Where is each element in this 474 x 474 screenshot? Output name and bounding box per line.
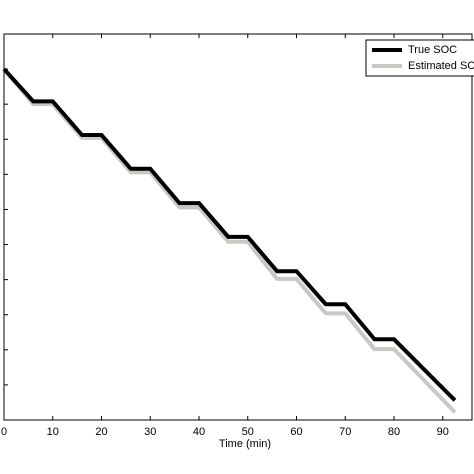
x-tick-label: 20: [95, 426, 107, 438]
x-axis-label: Time (min): [219, 438, 271, 450]
legend-box: [365, 39, 474, 77]
x-tick-label: 30: [144, 426, 156, 438]
x-tick-label: 80: [388, 426, 400, 438]
x-tick-label: 60: [290, 426, 302, 438]
x-tick-label: 50: [242, 426, 254, 438]
x-tick-label: 0: [1, 426, 7, 438]
plot-frame: [3, 33, 473, 421]
x-tick-label: 70: [339, 426, 351, 438]
x-tick-label: 90: [437, 426, 449, 438]
x-tick-label: 40: [193, 426, 205, 438]
x-tick-label: 10: [47, 426, 59, 438]
series-line: [2, 67, 457, 402]
legend-label: True SOC: [408, 44, 457, 56]
legend-label: Estimated SC: [408, 60, 474, 72]
